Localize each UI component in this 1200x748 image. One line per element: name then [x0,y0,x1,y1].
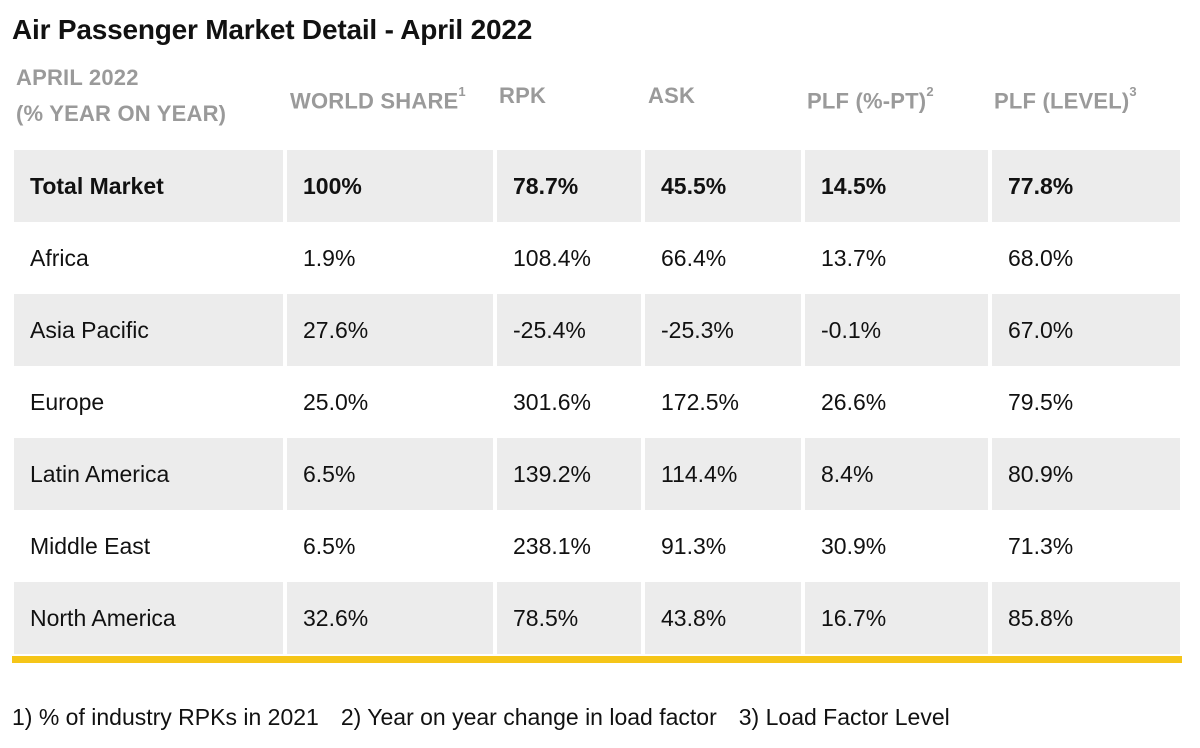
cell-ask: 66.4% [661,245,727,271]
cell-rpk: 238.1% [513,533,592,559]
cell-region: Middle East [30,533,151,559]
cell-rpk: 108.4% [513,245,592,271]
header-period-line2: (% YEAR ON YEAR) [16,101,227,126]
table-row-total-market: Total Market 100% 78.7% 45.5% 14.5% 77.8… [14,150,1180,222]
cell-world-share: 100% [287,150,493,222]
cell-rpk: 301.6% [513,389,592,415]
footnote-1: 1) % of industry RPKs in 2021 [12,704,319,730]
cell-plf-level: 67.0% [992,294,1180,366]
cell-ask: 114.4% [645,438,801,510]
cell-plf-level: 80.9% [992,438,1180,510]
footnotes: 1) % of industry RPKs in 2021 2) Year on … [12,700,972,734]
cell-world-share: 32.6% [287,582,493,654]
cell-region: Asia Pacific [14,294,283,366]
cell-world-share: 27.6% [287,294,493,366]
cell-rpk: -25.4% [497,294,641,366]
table-row-europe: Europe 25.0% 301.6% 172.5% 26.6% 79.5% [14,366,1180,438]
header-plf-level-footnote: 3 [1129,84,1137,99]
cell-ask: 91.3% [661,533,727,559]
header-world-share-label: WORLD SHARE [290,88,459,114]
cell-plf-level: 85.8% [992,582,1180,654]
cell-ask: -25.3% [645,294,801,366]
header-world-share: WORLD SHARE1 [290,78,466,119]
header-plf-pt: PLF (%-PT)2 [807,78,934,119]
footnote-3: 3) Load Factor Level [738,704,950,730]
cell-world-share: 25.0% [303,389,369,415]
header-plf-level: PLF (LEVEL)3 [994,78,1137,119]
cell-ask: 172.5% [661,389,740,415]
cell-region: Latin America [14,438,283,510]
header-world-share-footnote: 1 [458,84,466,99]
cell-rpk: 78.7% [497,150,641,222]
cell-plf-pt: 8.4% [805,438,988,510]
cell-plf-level: 71.3% [1008,533,1074,559]
cell-plf-pt: 16.7% [805,582,988,654]
cell-region: Africa [30,245,89,271]
cell-plf-pt: -0.1% [805,294,988,366]
header-period: APRIL 2022 (% YEAR ON YEAR) [16,60,226,132]
cell-plf-level: 68.0% [1008,245,1074,271]
header-plf-pt-label: PLF (%-PT) [807,88,927,114]
cell-ask: 45.5% [645,150,801,222]
cell-region: Total Market [14,150,283,222]
cell-plf-level: 77.8% [992,150,1180,222]
cell-region: Europe [30,389,105,415]
cell-rpk: 78.5% [497,582,641,654]
cell-region: North America [14,582,283,654]
header-plf-level-label: PLF (LEVEL) [994,88,1130,114]
cell-ask: 43.8% [645,582,801,654]
header-rpk: RPK [499,83,547,108]
table-row-asia-pacific: Asia Pacific 27.6% -25.4% -25.3% -0.1% 6… [14,294,1180,366]
header-plf-pt-footnote: 2 [926,84,934,99]
cell-plf-level: 79.5% [1008,389,1074,415]
cell-world-share: 1.9% [303,245,356,271]
page-title: Air Passenger Market Detail - April 2022 [12,14,533,45]
cell-rpk: 139.2% [497,438,641,510]
header-period-line1: APRIL 2022 [16,65,139,90]
header-ask: ASK [648,83,696,108]
cell-plf-pt: 13.7% [821,245,887,271]
cell-plf-pt: 26.6% [821,389,887,415]
accent-divider [12,656,1182,663]
table-row-middle-east: Middle East 6.5% 238.1% 91.3% 30.9% 71.3… [14,510,1180,582]
table-header: APRIL 2022 (% YEAR ON YEAR) WORLD SHARE1… [0,60,1200,140]
cell-plf-pt: 14.5% [805,150,988,222]
table-row-africa: Africa 1.9% 108.4% 66.4% 13.7% 68.0% [14,222,1180,294]
cell-plf-pt: 30.9% [821,533,887,559]
table-row-north-america: North America 32.6% 78.5% 43.8% 16.7% 85… [14,582,1180,654]
cell-world-share: 6.5% [287,438,493,510]
footnote-2: 2) Year on year change in load factor [340,704,717,730]
table-row-latin-america: Latin America 6.5% 139.2% 114.4% 8.4% 80… [14,438,1180,510]
cell-world-share: 6.5% [303,533,356,559]
